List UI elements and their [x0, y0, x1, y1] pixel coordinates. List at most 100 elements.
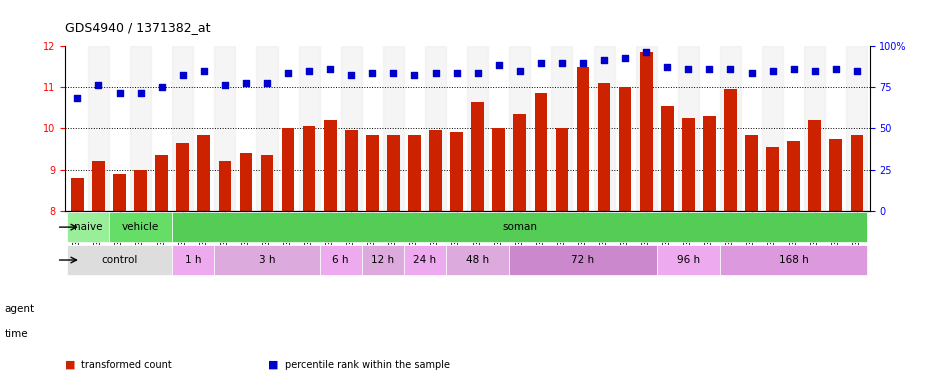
Text: 168 h: 168 h — [779, 255, 808, 265]
Bar — [594, 46, 614, 211]
FancyBboxPatch shape — [172, 245, 215, 275]
Text: soman: soman — [502, 222, 537, 232]
Bar — [472, 102, 484, 384]
Point — [428, 70, 443, 76]
Bar — [387, 134, 400, 384]
Bar — [302, 126, 315, 384]
Bar — [808, 120, 821, 384]
Text: vehicle: vehicle — [122, 222, 159, 232]
Bar — [340, 46, 362, 211]
Bar — [846, 46, 868, 211]
Text: control: control — [102, 255, 138, 265]
Bar — [724, 89, 737, 384]
Point — [450, 70, 464, 76]
Bar — [88, 46, 109, 211]
Bar — [804, 46, 825, 211]
Bar — [830, 139, 842, 384]
Point — [344, 72, 359, 78]
Bar — [240, 153, 253, 384]
Bar — [197, 134, 210, 384]
Point — [91, 82, 105, 88]
Bar — [256, 46, 278, 211]
Point — [260, 80, 275, 86]
Bar — [282, 128, 294, 384]
Bar — [703, 116, 716, 384]
Bar — [766, 147, 779, 384]
FancyBboxPatch shape — [657, 245, 720, 275]
Bar — [215, 46, 235, 211]
Bar — [682, 118, 695, 384]
Text: 1 h: 1 h — [185, 255, 202, 265]
Bar — [425, 46, 446, 211]
Bar — [113, 174, 126, 384]
Text: naive: naive — [74, 222, 102, 232]
FancyBboxPatch shape — [172, 212, 868, 242]
Point — [597, 57, 611, 63]
Point — [660, 64, 674, 70]
Bar — [535, 93, 548, 384]
FancyBboxPatch shape — [362, 245, 404, 275]
Text: ■: ■ — [268, 360, 278, 370]
Bar — [92, 161, 105, 384]
Point — [702, 66, 717, 72]
Bar — [492, 128, 505, 384]
Point — [744, 70, 758, 76]
Bar — [408, 134, 421, 384]
Text: agent: agent — [5, 304, 35, 314]
Bar — [345, 131, 358, 384]
Bar — [762, 46, 783, 211]
Point — [154, 84, 169, 90]
Point — [133, 90, 148, 96]
Text: percentile rank within the sample: percentile rank within the sample — [285, 360, 450, 370]
Bar — [635, 46, 657, 211]
Bar — [177, 143, 189, 384]
Point — [302, 68, 316, 74]
Point — [323, 66, 338, 72]
Bar — [598, 83, 611, 384]
Point — [280, 70, 295, 76]
Bar — [366, 134, 378, 384]
Bar — [640, 52, 652, 384]
Point — [407, 72, 422, 78]
FancyBboxPatch shape — [404, 245, 446, 275]
Point — [70, 94, 85, 101]
Bar — [299, 46, 320, 211]
Bar — [851, 134, 863, 384]
Text: 6 h: 6 h — [332, 255, 349, 265]
Point — [554, 60, 569, 66]
Point — [512, 68, 527, 74]
Bar — [450, 132, 462, 384]
FancyBboxPatch shape — [510, 245, 657, 275]
Bar — [71, 178, 83, 384]
Bar — [551, 46, 573, 211]
Point — [618, 55, 633, 61]
Bar — [130, 46, 151, 211]
FancyBboxPatch shape — [720, 245, 868, 275]
Bar — [576, 67, 589, 384]
Point — [176, 72, 191, 78]
Point — [723, 66, 738, 72]
Point — [808, 68, 822, 74]
Point — [112, 90, 127, 96]
Point — [639, 49, 654, 55]
Bar — [720, 46, 741, 211]
FancyBboxPatch shape — [67, 245, 172, 275]
Bar — [510, 46, 530, 211]
Bar — [172, 46, 193, 211]
Text: 24 h: 24 h — [413, 255, 437, 265]
Text: 12 h: 12 h — [371, 255, 394, 265]
Bar — [324, 120, 337, 384]
Text: GDS4940 / 1371382_at: GDS4940 / 1371382_at — [65, 21, 210, 34]
Point — [386, 70, 401, 76]
Bar — [155, 155, 168, 384]
Bar — [218, 161, 231, 384]
Text: time: time — [5, 329, 29, 339]
Point — [239, 80, 253, 86]
Text: ■: ■ — [65, 360, 75, 370]
Bar — [556, 128, 568, 384]
Bar — [787, 141, 800, 384]
Text: transformed count: transformed count — [81, 360, 172, 370]
Bar — [678, 46, 699, 211]
Point — [365, 70, 380, 76]
Point — [765, 68, 780, 74]
